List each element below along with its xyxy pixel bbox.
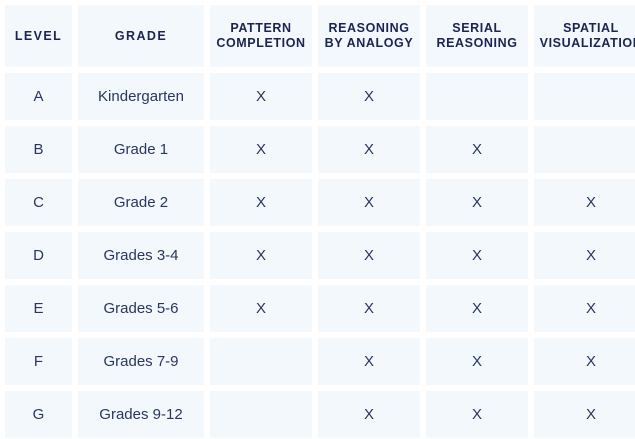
cell-analogy-mark: X: [318, 391, 420, 438]
header-grade-label: GRADE: [114, 28, 168, 43]
cell-serial-mark: X: [426, 338, 528, 385]
header-level: LEVEL: [5, 5, 72, 67]
cell-spatial-mark: X: [534, 179, 635, 226]
cell-analogy-mark: X: [318, 285, 420, 332]
cell-grade: Grades 9-12: [78, 391, 204, 438]
cell-pattern-mark: X: [210, 179, 312, 226]
header-pattern-line1: PATTERN: [230, 21, 292, 35]
cell-pattern-mark: [210, 391, 312, 438]
cell-level: A: [5, 73, 72, 120]
cell-pattern-mark: X: [210, 126, 312, 173]
header-level-label: LEVEL: [14, 28, 63, 43]
header-serial-reasoning-label: SERIAL REASONING: [436, 21, 517, 51]
cell-serial-mark: [426, 73, 528, 120]
header-grade: GRADE: [78, 5, 204, 67]
cell-spatial-mark: X: [534, 232, 635, 279]
cell-analogy-mark: X: [318, 126, 420, 173]
header-spatial-line2: VISUALIZATION: [539, 36, 635, 50]
cell-analogy-mark: X: [318, 232, 420, 279]
cell-level: D: [5, 232, 72, 279]
cell-pattern-mark: X: [210, 285, 312, 332]
header-spatial-visualization: SPATIAL VISUALIZATION: [534, 5, 635, 67]
header-analogy-line1: REASONING: [328, 21, 410, 35]
cell-analogy-mark: X: [318, 73, 420, 120]
cell-grade: Grades 7-9: [78, 338, 204, 385]
header-reasoning-by-analogy: REASONING BY ANALOGY: [318, 5, 420, 67]
cell-level: G: [5, 391, 72, 438]
cell-pattern-mark: X: [210, 73, 312, 120]
header-pattern-line2: COMPLETION: [216, 36, 306, 50]
header-pattern-completion-label: PATTERN COMPLETION: [216, 21, 305, 51]
cell-level: F: [5, 338, 72, 385]
header-serial-line2: REASONING: [436, 36, 518, 50]
header-reasoning-by-analogy-label: REASONING BY ANALOGY: [325, 21, 414, 51]
cell-grade: Grade 2: [78, 179, 204, 226]
header-serial-line1: SERIAL: [452, 21, 502, 35]
cell-level: B: [5, 126, 72, 173]
cell-spatial-mark: X: [534, 338, 635, 385]
cell-analogy-mark: X: [318, 179, 420, 226]
cell-serial-mark: X: [426, 126, 528, 173]
cell-level: C: [5, 179, 72, 226]
header-spatial-visualization-label: SPATIAL VISUALIZATION: [540, 21, 635, 51]
cell-spatial-mark: [534, 73, 635, 120]
header-spatial-line1: SPATIAL: [563, 21, 619, 35]
header-analogy-line2: BY ANALOGY: [324, 36, 414, 50]
cell-level: E: [5, 285, 72, 332]
cell-spatial-mark: [534, 126, 635, 173]
cell-grade: Kindergarten: [78, 73, 204, 120]
cell-analogy-mark: X: [318, 338, 420, 385]
cell-pattern-mark: X: [210, 232, 312, 279]
cell-pattern-mark: [210, 338, 312, 385]
cell-serial-mark: X: [426, 232, 528, 279]
cell-serial-mark: X: [426, 285, 528, 332]
cell-grade: Grade 1: [78, 126, 204, 173]
header-serial-reasoning: SERIAL REASONING: [426, 5, 528, 67]
cell-grade: Grades 3-4: [78, 232, 204, 279]
cell-serial-mark: X: [426, 179, 528, 226]
cell-grade: Grades 5-6: [78, 285, 204, 332]
cell-serial-mark: X: [426, 391, 528, 438]
cell-spatial-mark: X: [534, 285, 635, 332]
header-pattern-completion: PATTERN COMPLETION: [210, 5, 312, 67]
cell-spatial-mark: X: [534, 391, 635, 438]
